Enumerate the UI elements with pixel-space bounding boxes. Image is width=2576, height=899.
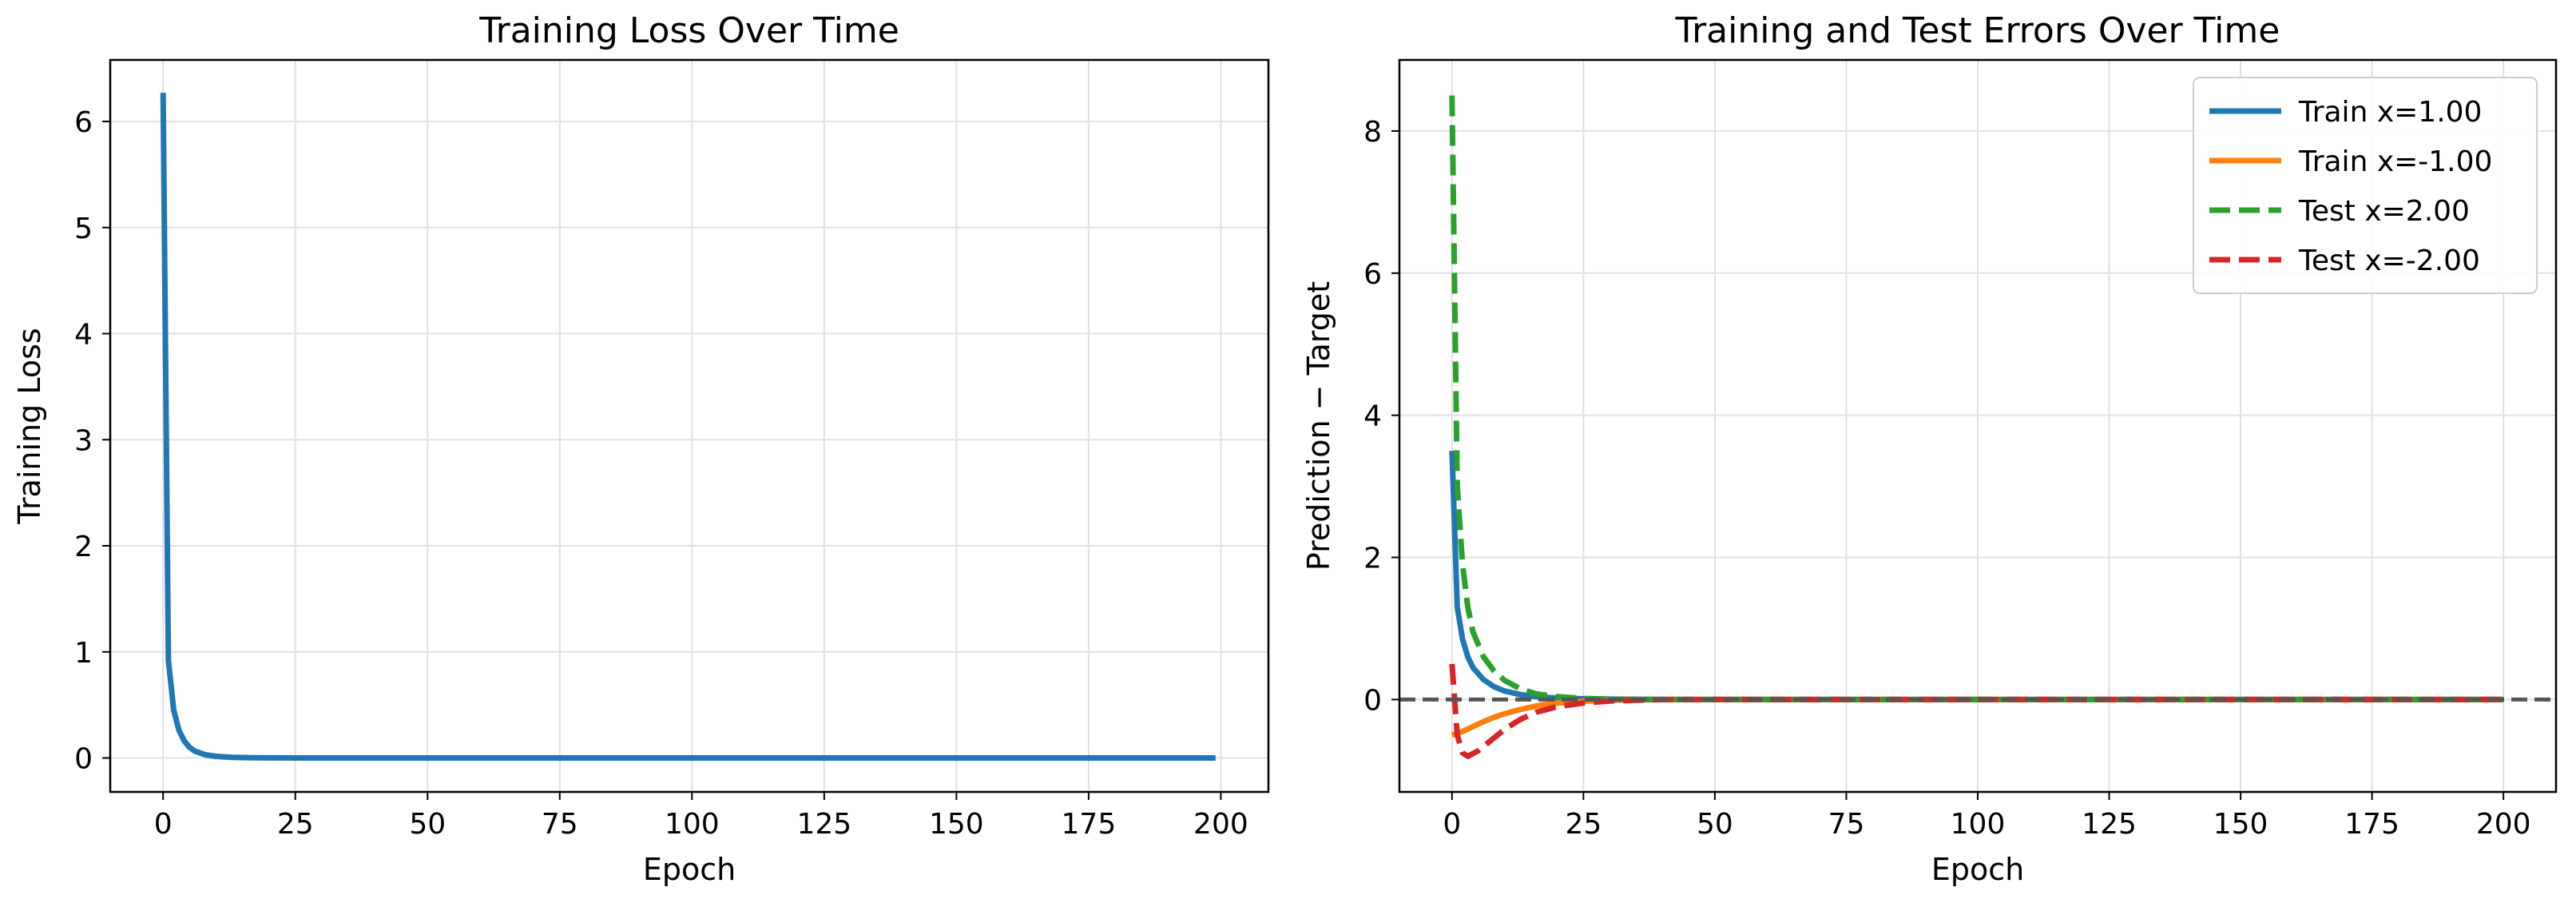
- y-tick-label: 4: [74, 319, 93, 352]
- x-tick-label: 100: [1951, 808, 2006, 841]
- plot-frame: [109, 58, 1270, 794]
- ticks: 0 25 50 75 100 125 150 175 200 0 2 4 6 8: [1363, 116, 2530, 841]
- x-axis-label: Epoch: [643, 852, 736, 887]
- series-line-1: [160, 93, 1216, 761]
- y-tick-label: 6: [1363, 258, 1382, 291]
- x-tick-label: 0: [1443, 808, 1461, 841]
- x-tick-label: 100: [665, 808, 720, 841]
- x-tick-label: 125: [2082, 808, 2137, 841]
- plot-frame: [1398, 58, 2558, 794]
- errors-panel: 0 25 50 75 100 125 150 175 200 0 2 4 6 8 Training and…: [1301, 10, 2558, 887]
- legend-entry: Test x=2.00: [2298, 195, 2470, 228]
- x-tick-label: 25: [1565, 808, 1602, 841]
- legend-box: [2193, 77, 2538, 294]
- y-tick-label: 2: [1363, 543, 1382, 575]
- x-tick-label: 50: [409, 808, 446, 841]
- grid: [110, 60, 1268, 792]
- x-tick-label: 175: [1062, 808, 1117, 841]
- x-tick-label: 125: [796, 808, 851, 841]
- series-line-4: [1449, 663, 2504, 759]
- y-tick-label: 6: [74, 106, 93, 139]
- y-tick-label: 8: [1363, 116, 1382, 149]
- series: [1399, 95, 2556, 759]
- x-tick-label: 150: [929, 808, 984, 841]
- series: [160, 93, 1216, 761]
- y-axis-label: Training Loss: [12, 328, 47, 524]
- plot-area: [160, 93, 1216, 761]
- y-tick-label: 3: [74, 424, 93, 457]
- chart-title: Training Loss Over Time: [478, 10, 899, 51]
- x-tick-label: 75: [542, 808, 578, 841]
- x-tick-label: 0: [154, 808, 173, 841]
- chart-title: Training and Test Errors Over Time: [1675, 10, 2280, 51]
- y-tick-label: 5: [74, 213, 93, 245]
- ticks: 0 25 50 75 100 125 150 175 200 0 1 2 3 4 5 6: [74, 106, 1248, 841]
- legend-entry: Train x=-1.00: [2298, 145, 2492, 178]
- y-tick-label: 0: [1363, 684, 1382, 717]
- legend-entry: Train x=1.00: [2298, 96, 2482, 129]
- x-tick-label: 150: [2213, 808, 2268, 841]
- legend-entry: Test x=-2.00: [2298, 245, 2480, 277]
- x-axis-label: Epoch: [1931, 852, 2024, 887]
- training-loss-panel: 0 25 50 75 100 125 150 175 200 0 1 2 3 4 5 6 Training L…: [12, 10, 1270, 887]
- plot-area: [1399, 95, 2556, 759]
- y-tick-label: 2: [74, 531, 93, 563]
- x-tick-label: 200: [1193, 808, 1248, 841]
- y-tick-label: 1: [74, 637, 93, 670]
- y-tick-label: 4: [1363, 400, 1382, 433]
- x-tick-label: 200: [2476, 808, 2531, 841]
- x-tick-label: 50: [1697, 808, 1733, 841]
- x-tick-label: 25: [277, 808, 314, 841]
- x-tick-label: 175: [2344, 808, 2399, 841]
- y-axis-label: Prediction − Target: [1301, 281, 1336, 571]
- legend: Train x=1.00 Train x=-1.00 Test x=2.00 Test…: [2193, 77, 2538, 294]
- x-tick-label: 75: [1828, 808, 1865, 841]
- y-tick-label: 0: [74, 743, 93, 776]
